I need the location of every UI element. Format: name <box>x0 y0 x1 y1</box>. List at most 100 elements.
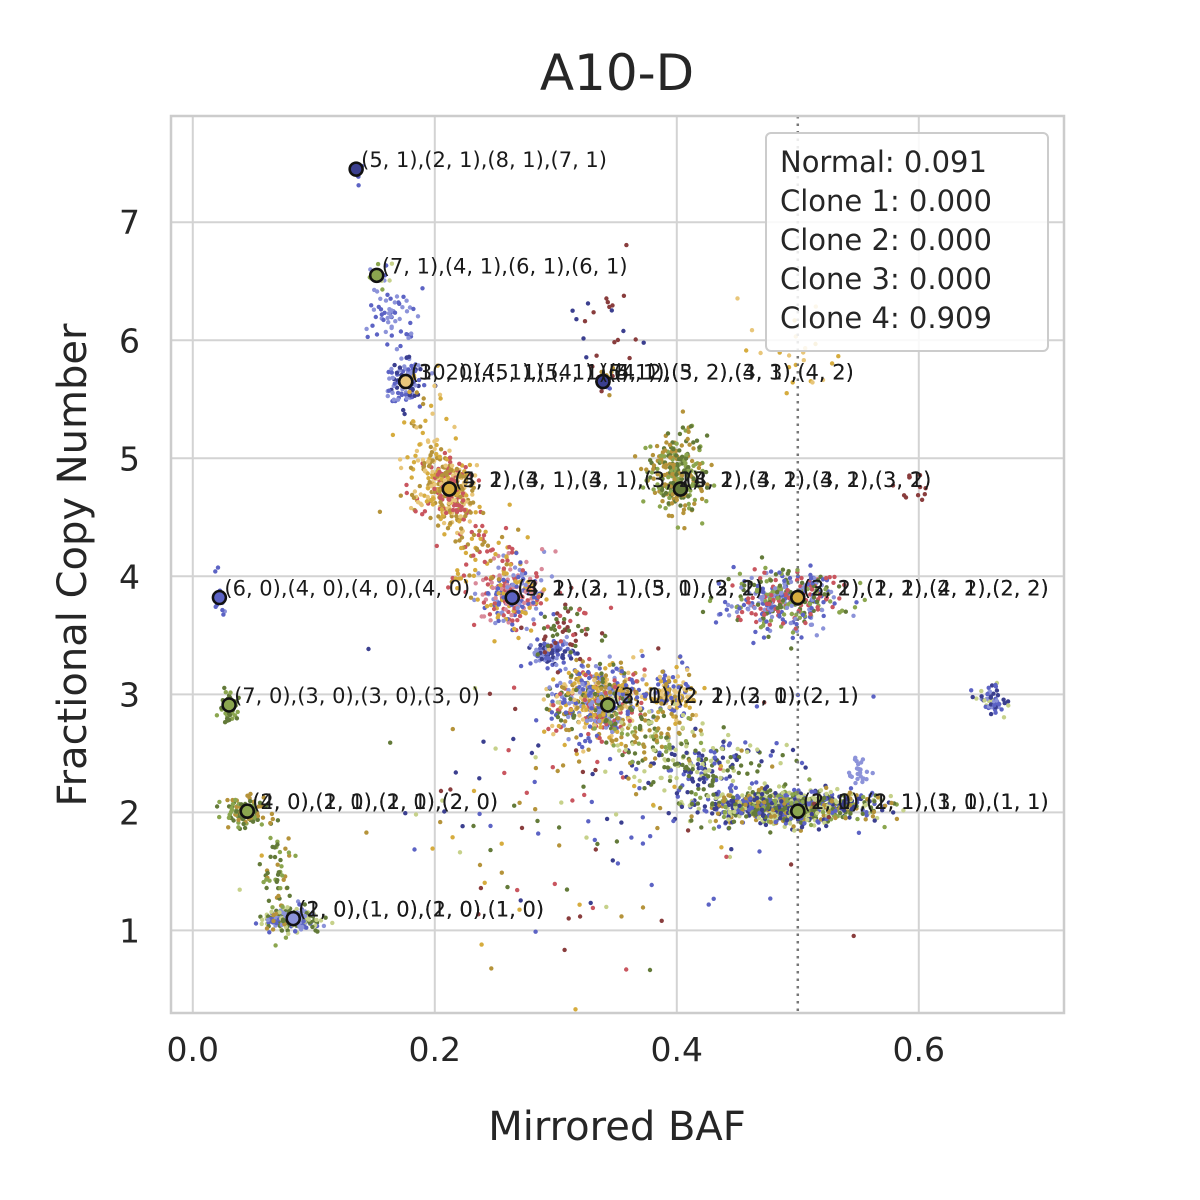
data-point <box>775 590 780 595</box>
data-point <box>638 466 644 472</box>
data-point <box>860 779 865 785</box>
data-point <box>619 720 624 725</box>
data-point <box>856 796 861 801</box>
data-point <box>280 918 286 924</box>
data-point <box>560 655 566 661</box>
data-point <box>551 703 556 708</box>
data-point <box>364 830 369 835</box>
data-point <box>768 753 773 758</box>
data-point <box>734 609 740 615</box>
data-point <box>721 739 726 744</box>
data-point <box>862 597 867 603</box>
data-point <box>684 699 689 705</box>
data-point <box>380 287 385 292</box>
data-point <box>438 495 443 500</box>
data-point <box>586 736 591 741</box>
data-point <box>691 476 696 482</box>
data-point <box>393 319 398 324</box>
data-point <box>566 916 571 921</box>
data-point <box>535 652 540 657</box>
data-point <box>501 591 506 596</box>
data-point <box>552 881 557 887</box>
data-point <box>263 803 269 808</box>
data-point <box>472 473 478 478</box>
data-point <box>633 725 638 731</box>
data-point <box>422 468 428 473</box>
centroid-label: (4, 0),(1, 1),(1, 1),(2, 0) <box>252 790 498 814</box>
data-point <box>736 770 741 776</box>
data-point <box>703 769 708 774</box>
data-point <box>408 505 414 511</box>
data-point <box>452 424 457 430</box>
data-point <box>627 699 633 704</box>
data-point <box>773 805 779 811</box>
data-point <box>447 448 452 453</box>
data-point <box>520 568 525 573</box>
data-point <box>480 523 485 529</box>
data-point <box>695 769 700 775</box>
data-point <box>790 635 795 641</box>
data-point <box>491 606 497 612</box>
data-point <box>597 708 602 714</box>
data-point <box>665 485 670 490</box>
data-point <box>765 626 770 632</box>
data-point <box>614 711 619 717</box>
data-point <box>796 794 801 799</box>
data-point <box>672 784 677 789</box>
data-point <box>558 718 564 723</box>
data-point <box>650 452 656 458</box>
data-point <box>228 690 233 695</box>
data-point <box>836 584 842 589</box>
data-point <box>816 820 821 825</box>
data-point <box>420 430 425 436</box>
data-point <box>566 737 571 742</box>
data-point <box>733 813 738 818</box>
data-point <box>808 822 814 828</box>
data-point <box>758 617 763 623</box>
data-point <box>413 509 418 514</box>
data-point <box>666 757 671 763</box>
data-point <box>599 671 604 676</box>
data-point <box>854 800 860 805</box>
data-point <box>762 800 767 805</box>
data-point <box>269 909 274 915</box>
data-point <box>535 637 540 642</box>
data-point <box>437 454 442 459</box>
data-point <box>593 767 598 773</box>
data-point <box>390 375 395 380</box>
data-point <box>700 468 705 474</box>
data-point <box>762 781 767 786</box>
data-point <box>643 445 648 451</box>
data-point <box>293 929 298 934</box>
data-point <box>566 670 572 676</box>
data-point <box>542 637 547 642</box>
data-point <box>746 600 751 605</box>
data-point <box>576 623 581 629</box>
data-point <box>563 605 568 611</box>
data-point <box>315 929 320 934</box>
data-point <box>686 773 692 779</box>
data-point <box>882 803 888 808</box>
data-point <box>529 591 534 597</box>
data-point <box>578 732 584 738</box>
data-point <box>868 793 873 798</box>
data-point <box>533 606 539 611</box>
data-point <box>872 818 877 823</box>
data-point <box>503 525 509 531</box>
data-point <box>807 777 812 782</box>
data-point <box>863 817 868 822</box>
data-point <box>778 591 784 596</box>
data-point <box>659 691 664 697</box>
data-point <box>595 759 600 765</box>
data-point <box>752 567 757 572</box>
data-point <box>389 324 394 329</box>
data-point <box>815 578 821 583</box>
data-point <box>711 792 716 797</box>
data-point <box>675 525 681 530</box>
data-point <box>568 606 573 611</box>
data-point <box>457 850 463 855</box>
data-point <box>673 747 678 752</box>
data-point <box>457 472 462 477</box>
data-point <box>837 810 843 816</box>
